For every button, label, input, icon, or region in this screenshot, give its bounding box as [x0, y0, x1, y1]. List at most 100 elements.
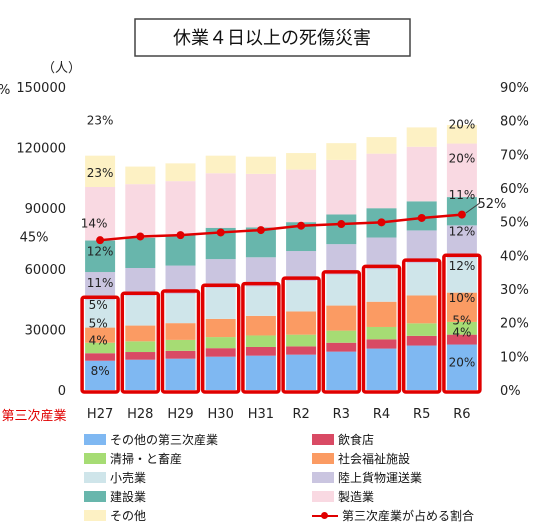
bar-segment-R4-s3: [366, 301, 397, 327]
bar-segment-R2-s4: [286, 281, 317, 312]
legend-item-manufacturing: 製造業: [312, 489, 374, 505]
bar-segment-R5-s5: [406, 230, 437, 264]
bar-segment-R6-s2: [446, 321, 477, 335]
bars-layer: [85, 124, 477, 390]
legend-label: その他: [110, 509, 147, 523]
y-tick-label-120000: 120000: [16, 142, 66, 157]
bar-segment-H27-s2: [85, 342, 116, 354]
y2-tick-label-20pct: 20%: [500, 317, 529, 332]
bar-segment-H31-s1: [245, 346, 276, 356]
share-point-R4: [377, 218, 386, 227]
legend-item-others: その他: [84, 508, 146, 524]
legend-swatch: [312, 453, 334, 464]
legend-swatch: [312, 491, 334, 502]
annotation-leader-52: [465, 202, 481, 214]
bar-segment-R2-s2: [286, 334, 317, 347]
legend-item-tertiary-share: 第三次産業が占める割合: [312, 508, 474, 524]
left-axis-unit: （人）: [42, 61, 81, 76]
bar-segment-H29-s3: [165, 323, 196, 340]
x-tick-label-H31: H31: [248, 407, 274, 422]
bar-segment-R5-s0: [406, 345, 437, 390]
bar-segment-R2-s8: [286, 153, 317, 170]
bar-segment-R3-s4: [326, 274, 357, 306]
bar-segment-R3-s5: [326, 244, 357, 275]
bar-segment-H30-s2: [205, 337, 236, 349]
bar-segment-R2-s3: [286, 311, 317, 335]
y2-tick-label-40pct: 40%: [500, 249, 529, 264]
chart-title: 休業４日以上の死傷災害: [173, 28, 371, 49]
x-tick-label-R2: R2: [292, 407, 309, 422]
y-tick-label-150000: 150000: [16, 81, 66, 96]
bar-segment-R4-s0: [366, 348, 397, 390]
annotation-19: 20%: [449, 356, 476, 370]
tertiary-highlight-R6: [442, 253, 482, 394]
bar-segment-H27-s0: [85, 360, 116, 390]
y2-tick-label-30pct: 30%: [500, 283, 529, 298]
bar-segment-R6-s8: [446, 124, 477, 144]
y-tick-label-60000: 60000: [25, 263, 66, 278]
annotation-12: 20%: [449, 152, 476, 166]
annotation-8: 5%: [89, 316, 108, 330]
legend-item-transport: 陸上貨物運送業: [312, 470, 422, 486]
legend-swatch: [312, 434, 334, 445]
bar-segment-R4-s7: [366, 153, 397, 209]
legend-item-construction: 建設業: [84, 489, 146, 505]
bar-segment-H30-s3: [205, 318, 236, 338]
tertiary-highlight-H29: [160, 289, 201, 394]
bar-segment-R6-s5: [446, 225, 477, 259]
legend-label: 社会福祉施設: [338, 452, 411, 466]
annotation-9: 4%: [89, 334, 108, 348]
x-tick-label-R6: R6: [453, 407, 470, 422]
bar-segment-H31-s3: [245, 315, 276, 336]
bar-segment-H30-s8: [205, 155, 236, 174]
tertiary-highlight-R5: [401, 258, 442, 394]
bar-segment-R4-s1: [366, 339, 397, 349]
bar-segment-R3-s3: [326, 305, 357, 331]
legend-label: その他の第三次産業: [110, 433, 219, 447]
axis-layer: H27 H28 H29 H30 H31 R2 R3 R4 R5 R6 0 30000 60000 9000…: [16, 81, 529, 422]
bar-segment-H29-s0: [165, 358, 196, 390]
annotation-16: 10%: [449, 291, 476, 305]
bar-segment-R6-s7: [446, 143, 477, 198]
bar-segment-H30-s4: [205, 288, 236, 319]
legend-swatch: [312, 472, 334, 483]
legend-label: 建設業: [110, 490, 147, 504]
bar-segment-H30-s0: [205, 356, 236, 390]
bar-segment-R2-s5: [286, 251, 317, 282]
annotation-0: 45%: [20, 231, 49, 246]
annotation-17: 5%: [452, 313, 471, 327]
bar-segment-R5-s4: [406, 263, 437, 296]
bar-segment-H31-s8: [245, 156, 276, 174]
y2-tick-label-0pct: 0%: [500, 384, 521, 399]
annotation-7: 5%: [89, 298, 108, 312]
bar-segment-H27-s4: [85, 300, 116, 328]
bar-segment-R2-s1: [286, 346, 317, 355]
share-point-H27: [96, 236, 105, 245]
bar-segment-H31-s0: [245, 355, 276, 390]
bar-segment-R3-s1: [326, 342, 357, 352]
tertiary-highlight-H27: [80, 295, 120, 394]
tertiary-highlight-R2: [281, 276, 321, 394]
annotation-11: 20%: [449, 117, 476, 131]
legend-item-cleaning: 清掃・と畜産: [84, 451, 182, 467]
legend-item-retail: 小売業: [84, 470, 146, 486]
bar-segment-R3-s0: [326, 351, 357, 390]
x-tick-label-R4: R4: [373, 407, 390, 422]
bar-segment-H28-s3: [125, 325, 156, 342]
y2-tick-label-50pct: 50%: [500, 216, 529, 231]
bar-segment-H30-s7: [205, 173, 236, 228]
share-point-R5: [417, 213, 426, 222]
bar-segment-R4-s4: [366, 269, 397, 302]
bar-segment-R4-s5: [366, 237, 397, 270]
bar-segment-H29-s4: [165, 294, 196, 324]
tertiary-highlight-H30: [200, 283, 241, 394]
legend-label: 陸上貨物運送業: [338, 471, 423, 485]
y2-tick-label-60pct: 60%: [500, 182, 529, 197]
legend-label: 第三次産業が占める割合: [342, 509, 475, 523]
y2-tick-label-90pct: 90%: [500, 81, 529, 96]
x-tick-label-H28: H28: [127, 407, 153, 422]
legend: その他の第三次産業 飲食店 清掃・と畜産 社会福祉施設 小売業 陸上貨物運送業 …: [84, 432, 524, 523]
legend-item-other-tertiary: その他の第三次産業: [84, 432, 218, 448]
x-tick-label-R5: R5: [413, 407, 430, 422]
legend-swatch: [84, 472, 106, 483]
